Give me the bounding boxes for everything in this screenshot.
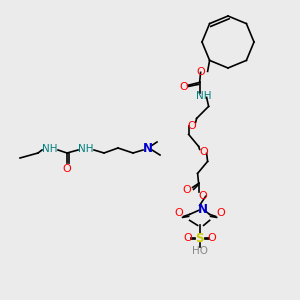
Text: O: O (199, 147, 208, 158)
Text: O: O (179, 82, 188, 92)
Text: HO: HO (192, 246, 208, 256)
Text: O: O (216, 208, 225, 218)
Text: O: O (182, 185, 191, 195)
Text: O: O (183, 233, 192, 243)
Text: NH: NH (42, 144, 58, 154)
Text: N: N (198, 203, 208, 216)
Text: NH: NH (78, 144, 94, 154)
Text: NH: NH (196, 92, 212, 101)
Text: N: N (143, 142, 153, 154)
Text: O: O (187, 122, 196, 131)
Text: O: O (198, 191, 207, 201)
Text: O: O (207, 233, 216, 243)
Text: S: S (195, 232, 204, 245)
Text: O: O (196, 68, 205, 77)
Text: O: O (63, 164, 71, 174)
Text: O: O (174, 208, 183, 218)
